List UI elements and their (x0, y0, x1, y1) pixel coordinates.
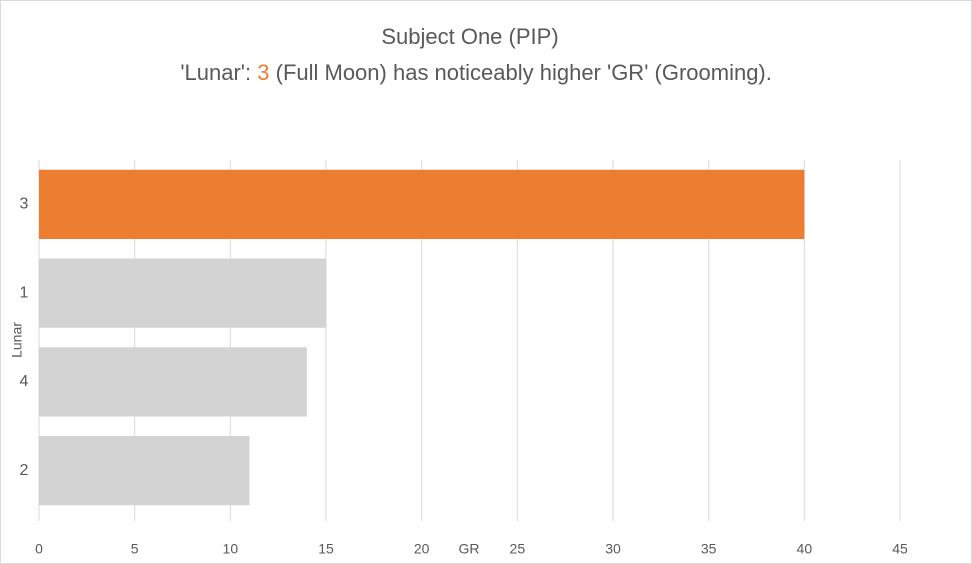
y-tick-label: 4 (20, 373, 29, 390)
x-tick-label: 20 (414, 541, 430, 557)
x-tick-label: 30 (605, 541, 621, 557)
subtitle-part: 'Lunar': (180, 60, 257, 85)
x-tick-label: 35 (701, 541, 717, 557)
subtitle-highlight: 3 (257, 60, 269, 85)
x-tick-label: 45 (892, 541, 908, 557)
x-tick-label: 15 (318, 541, 334, 557)
x-tick-label: 25 (510, 541, 526, 557)
x-axis-title: GR (459, 541, 480, 557)
bar (39, 258, 326, 328)
x-tick-label: 0 (35, 541, 43, 557)
subtitle-part: (Full Moon) has noticeably higher 'GR' (… (270, 60, 772, 85)
y-tick-label: 2 (20, 462, 29, 479)
chart-title: Subject One (PIP) (381, 24, 558, 49)
bar (39, 169, 805, 239)
x-tick-label: 10 (223, 541, 239, 557)
chart-subtitle: 'Lunar': 3 (Full Moon) has noticeably hi… (150, 60, 790, 85)
bar (39, 436, 250, 506)
y-tick-label: 1 (20, 284, 29, 301)
bar (39, 347, 307, 417)
x-tick-label: 5 (131, 541, 139, 557)
y-tick-label: 3 (20, 196, 29, 213)
y-axis-title: Lunar (9, 322, 25, 358)
x-tick-label: 40 (797, 541, 813, 557)
